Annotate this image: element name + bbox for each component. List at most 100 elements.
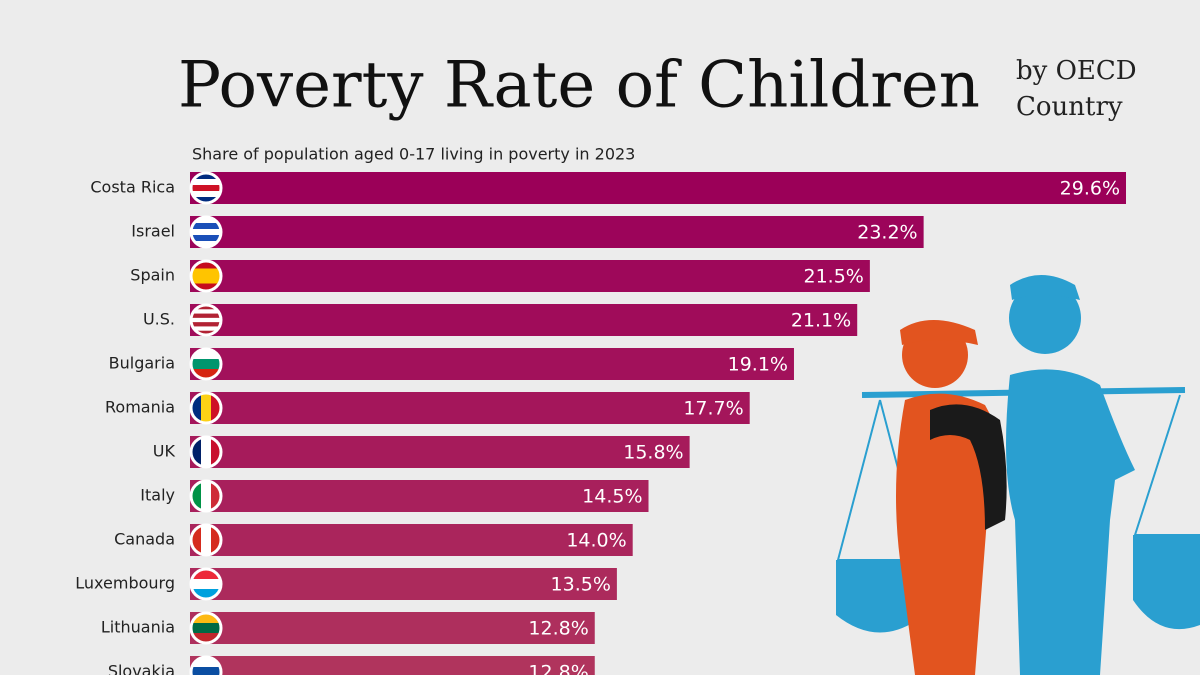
flag-border xyxy=(189,435,223,469)
flag-stripe xyxy=(191,525,202,555)
flag-stripe xyxy=(191,369,221,379)
flag xyxy=(189,303,223,337)
flag-stripe xyxy=(191,197,221,203)
flag xyxy=(189,479,223,513)
value-label: 12.8% xyxy=(528,618,588,640)
flag xyxy=(189,171,223,205)
category-label: Lithuania xyxy=(101,618,175,637)
flag-stripe xyxy=(191,437,202,467)
flag-stripe xyxy=(201,525,212,555)
flag-stripe xyxy=(191,569,221,580)
flag-stripe xyxy=(201,481,212,511)
title-side: by OECD xyxy=(1016,56,1137,86)
flag-border xyxy=(189,523,223,557)
value-label: 15.8% xyxy=(623,442,683,464)
flag xyxy=(189,611,223,645)
flag-stripe xyxy=(201,393,212,423)
bar xyxy=(190,216,924,248)
flag-stripe xyxy=(211,393,221,423)
flag-stripe xyxy=(191,633,221,643)
category-label: UK xyxy=(153,442,176,461)
flag-stripe xyxy=(191,330,221,335)
flag-stripe xyxy=(191,276,221,284)
flag-stripe xyxy=(191,223,221,230)
flag xyxy=(189,259,223,293)
flag-stripe xyxy=(191,283,221,291)
flag-stripe xyxy=(191,179,221,186)
flag-border xyxy=(189,171,223,205)
flag-stripe xyxy=(191,359,221,370)
category-label: Romania xyxy=(105,398,175,417)
value-label: 29.6% xyxy=(1060,178,1120,200)
flag-stripe xyxy=(211,437,221,467)
flag-border xyxy=(189,567,223,601)
flag-stripe xyxy=(191,326,221,332)
category-label: Bulgaria xyxy=(109,354,175,373)
category-label: Spain xyxy=(130,266,175,285)
flag-stripe xyxy=(191,393,202,423)
category-label: Canada xyxy=(114,530,175,549)
category-label: Italy xyxy=(140,486,175,505)
category-label: Costa Rica xyxy=(90,178,175,197)
flag-stripe xyxy=(191,268,221,277)
flag-stripe xyxy=(191,305,221,310)
flag-stripe xyxy=(211,481,221,511)
flag-stripe xyxy=(191,229,221,236)
flag-stripe xyxy=(191,173,221,180)
bar xyxy=(190,656,595,675)
flag-stripe xyxy=(191,667,221,675)
flag-stripe xyxy=(191,185,221,192)
flag-border xyxy=(189,391,223,425)
bar xyxy=(190,612,595,644)
flag-stripe xyxy=(191,623,221,634)
flag-stripe xyxy=(191,481,202,511)
flag-stripe xyxy=(201,437,212,467)
value-label: 14.0% xyxy=(566,530,626,552)
bar xyxy=(190,304,858,336)
bar xyxy=(190,348,794,380)
flag xyxy=(189,347,223,381)
flag-stripe xyxy=(191,241,221,247)
flag-stripe xyxy=(191,349,221,360)
value-label: 21.1% xyxy=(791,310,851,332)
bar xyxy=(190,436,690,468)
value-label: 13.5% xyxy=(551,574,611,596)
flag-stripe xyxy=(191,309,221,315)
flag xyxy=(189,435,223,469)
flag xyxy=(189,655,223,675)
value-label: 12.8% xyxy=(528,662,588,675)
bar xyxy=(190,260,870,292)
value-label: 21.5% xyxy=(804,266,864,288)
flag-border xyxy=(189,259,223,293)
flag-stripe xyxy=(191,613,221,624)
flag-border xyxy=(189,611,223,645)
flag-stripe xyxy=(191,589,221,599)
value-label: 23.2% xyxy=(857,222,917,244)
bar xyxy=(190,568,617,600)
flag-border xyxy=(189,479,223,513)
flag xyxy=(189,567,223,601)
bar xyxy=(190,480,649,512)
flag-border xyxy=(189,655,223,675)
flag-stripe xyxy=(191,217,221,224)
bar xyxy=(190,392,750,424)
bar xyxy=(190,172,1126,204)
flag-stripe xyxy=(191,317,221,323)
bar xyxy=(190,524,633,556)
category-label: Israel xyxy=(131,222,175,241)
flag xyxy=(189,523,223,557)
chart-subtitle: Share of population aged 0-17 living in … xyxy=(192,145,635,164)
flag-stripe xyxy=(191,235,221,242)
value-label: 14.5% xyxy=(582,486,642,508)
chart-title: Poverty Rate of Children xyxy=(178,49,980,123)
category-label: U.S. xyxy=(143,310,175,329)
flag-stripe xyxy=(191,579,221,590)
flag-stripe xyxy=(191,657,221,668)
category-label: Luxembourg xyxy=(75,574,175,593)
title-side: Country xyxy=(1016,92,1123,122)
flag-stripe xyxy=(191,191,221,198)
flag-border xyxy=(189,215,223,249)
flag-stripe xyxy=(191,261,221,269)
